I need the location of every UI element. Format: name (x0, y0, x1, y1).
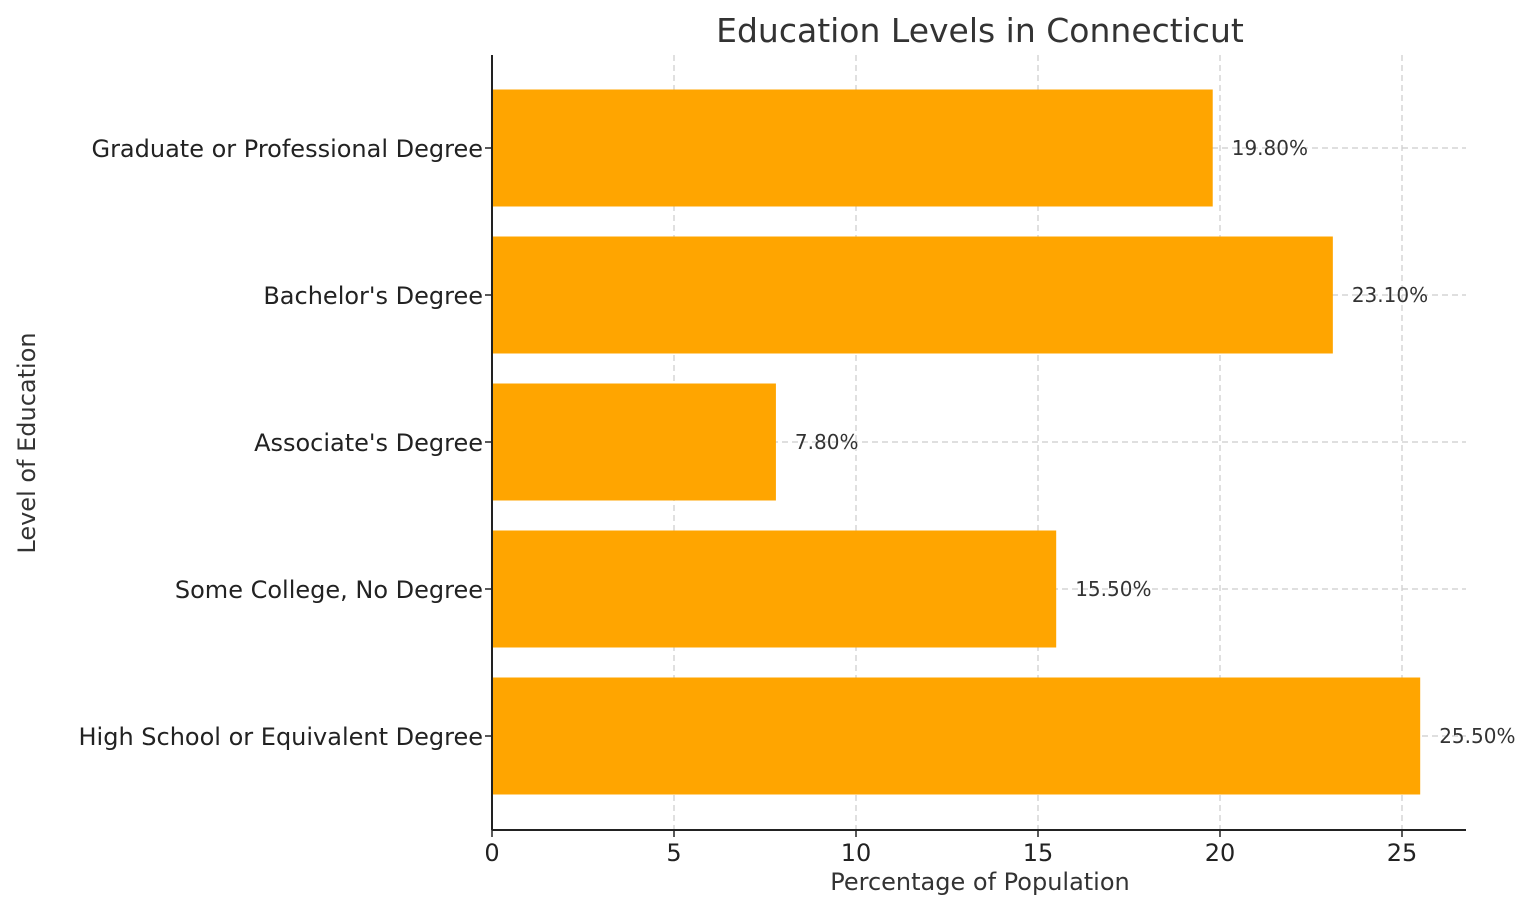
y-tick-label: Graduate or Professional Degree (91, 135, 483, 163)
y-tick-label: Bachelor's Degree (263, 282, 483, 310)
y-tick-label: Some College, No Degree (175, 576, 483, 604)
x-tick-label: 25 (1387, 839, 1418, 867)
x-tick-label: 10 (841, 839, 872, 867)
bars: 25.50% 15.50% 7.80% 23.10% 19.80% (492, 89, 1515, 795)
chart-title: Education Levels in Connecticut (716, 11, 1244, 50)
x-tick-label: 20 (1205, 839, 1236, 867)
axes: 0 5 10 15 20 25 High School or Equivalent Degr… (79, 55, 1466, 867)
bar-value-label: 19.80% (1232, 136, 1308, 160)
bar-value-label: 15.50% (1075, 577, 1151, 601)
bar-value-label: 7.80% (795, 430, 859, 454)
y-tick-label: Associate's Degree (254, 429, 483, 457)
bar (492, 236, 1333, 354)
x-axis-label: Percentage of Population (830, 868, 1130, 896)
bar (492, 89, 1213, 207)
y-tick-label: High School or Equivalent Degree (79, 723, 484, 751)
bar (492, 383, 776, 501)
x-tick-label: 15 (1023, 839, 1054, 867)
x-tick-label: 5 (666, 839, 681, 867)
bar (492, 677, 1421, 795)
bar-value-label: 23.10% (1352, 283, 1428, 307)
y-axis-label: Level of Education (13, 332, 41, 553)
bar (492, 530, 1057, 648)
x-tick-label: 0 (484, 839, 499, 867)
bar-value-label: 25.50% (1439, 724, 1515, 748)
